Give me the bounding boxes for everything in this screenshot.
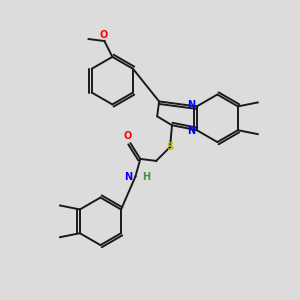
Text: N: N	[124, 172, 132, 182]
Text: O: O	[99, 30, 108, 40]
Text: N: N	[187, 126, 195, 136]
Text: N: N	[187, 100, 195, 110]
Text: O: O	[123, 131, 132, 141]
Text: S: S	[167, 142, 174, 152]
Text: H: H	[142, 172, 150, 182]
